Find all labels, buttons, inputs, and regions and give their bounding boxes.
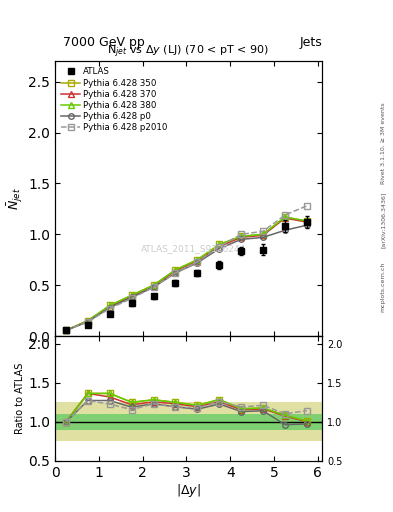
Text: Rivet 3.1.10, ≥ 3M events: Rivet 3.1.10, ≥ 3M events	[381, 102, 386, 184]
Bar	[55, 402, 322, 441]
Y-axis label: $\bar{N}_{jet}$: $\bar{N}_{jet}$	[6, 187, 26, 210]
Text: [arXiv:1306.3436]: [arXiv:1306.3436]	[381, 192, 386, 248]
Legend: ATLAS, Pythia 6.428 350, Pythia 6.428 370, Pythia 6.428 380, Pythia 6.428 p0, Py: ATLAS, Pythia 6.428 350, Pythia 6.428 37…	[59, 66, 169, 134]
Text: Jets: Jets	[299, 36, 322, 49]
Text: 7000 GeV pp: 7000 GeV pp	[63, 36, 145, 49]
Title: N$_{jet}$ vs $\Delta y$ (LJ) (70 < pT < 90): N$_{jet}$ vs $\Delta y$ (LJ) (70 < pT < …	[107, 44, 270, 60]
Bar	[55, 414, 322, 430]
X-axis label: |$\Delta y$|: |$\Delta y$|	[176, 482, 201, 499]
Y-axis label: Ratio to ATLAS: Ratio to ATLAS	[15, 362, 26, 434]
Text: mcplots.cern.ch: mcplots.cern.ch	[381, 262, 386, 312]
Text: ATLAS_2011_S9126244: ATLAS_2011_S9126244	[141, 244, 247, 252]
